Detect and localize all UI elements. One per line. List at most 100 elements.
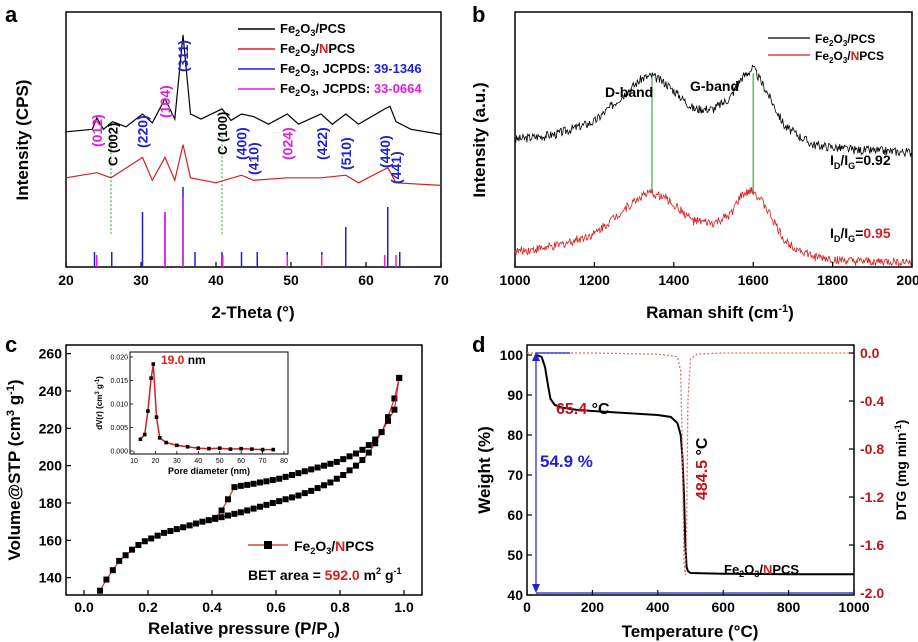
legend-label: Fe2O3, JCPDS: 33-0664 [280,81,422,98]
legend-label: Fe2O3/NPCS [280,41,355,58]
inset-point [142,432,147,437]
x-tick-label: 1400 [658,272,689,288]
x-ticks-c: 0.0 0.2 0.4 0.6 0.8 1.0 [74,590,414,615]
y-tick-label: 260 [39,346,63,362]
desorption-point [391,406,398,413]
desorption-point [250,480,257,487]
x-tick-label: 20 [58,272,74,288]
desorption-point [385,417,391,424]
y2-tick-label: -1.6 [860,537,884,553]
inset-point [228,447,233,451]
x-tick-label: 200 [581,599,605,615]
peak-label: (510) [338,137,354,170]
adsorption-point [269,500,276,506]
inset-x-tick-label: 70 [259,458,267,465]
inset-y-axis-label: dV(r) (cm3 g-1) [95,376,104,430]
x-ticks-b: 1000 1200 1400 1600 1800 2000 [499,262,918,288]
inset-y-tick-label: 0.010 [110,402,128,409]
adsorption-point [333,475,340,482]
reference-lines-a [93,187,401,267]
inset-x-axis-label: Pore diameter (nm) [168,466,250,476]
x-axis-label-a: 2-Theta (°) [211,303,294,322]
sample-label-d: Fe2O3/NPCS [724,562,799,579]
inset-point [271,447,276,452]
peak-label-group: (024) [279,127,295,160]
desorption-point [225,496,231,503]
peak-label-group: (440) [377,135,393,168]
peak-label: (422) [314,127,330,160]
desorption-point [269,477,276,484]
adsorption-point [346,467,353,474]
adsorption-point [103,576,110,583]
band-lines-b [651,73,754,194]
inset-x-tick-label: 10 [130,458,138,465]
peak-label-group: C (002) [106,123,121,166]
x-axis-label-b: Raman shift (cm-1) [646,303,794,322]
y2-ticks-d: 0.0 -0.4 -0.8 -1.2 -1.6 -2.0 [849,345,884,601]
peak-label: (024) [279,127,295,160]
y-tick-label: 70 [507,467,523,483]
inset-x-tick-label: 60 [237,458,245,465]
inset-x-tick-label: 40 [194,458,202,465]
y-axis-label-c: Volume@STP (cm3 g-1) [5,379,24,560]
inset-y-tick-label: 0.000 [110,449,128,456]
inset-x-tick-label: 20 [152,458,160,465]
legend-c: Fe2O3/NPCS [248,538,374,556]
legend-label-pcs: Fe2O3/PCS [815,32,875,48]
legend-label-npcs: Fe2O3/NPCS [815,49,884,65]
x-tick-label: 60 [358,272,374,288]
x-tick-label: 400 [646,599,670,615]
inset-point [185,444,190,449]
peak-label-group: (220) [135,115,151,148]
inset-x-tick-label: 30 [173,458,181,465]
inset-point [175,443,179,448]
desorption-point [372,436,379,443]
panel-letter-b: b [472,2,485,27]
adsorption-point [385,414,391,421]
weight-loss-arrow [532,352,854,594]
inset-point [207,446,211,451]
guide-lines-a [110,124,223,234]
adsorption-point [109,567,116,574]
inset-pore-distribution: 10 20 30 40 50 60 70 80 0.000 0.005 0.010 0.015 0.02… [95,351,289,476]
adsorption-point [365,449,372,456]
peak-label: (220) [135,115,151,148]
x-tick-label: 50 [283,272,299,288]
desorption-point [359,446,366,453]
x-axis-label-c: Relative pressure (P/Po) [148,619,340,641]
legend-label: Fe2O3/PCS [280,21,346,38]
peak-label-group: (422) [314,127,330,160]
x-tick-label: 1.0 [394,599,414,615]
y-tick-label: 60 [507,507,523,523]
desorption-point [244,481,251,488]
x-tick-label: 1200 [579,272,610,288]
legend-label-c: Fe2O3/NPCS [294,538,374,556]
peak-label: (104) [157,85,173,118]
y-tick-label: 90 [507,387,523,403]
adsorption-point [129,546,135,553]
xrd-pattern-pcs [65,34,442,135]
adsorption-point [141,538,148,545]
x-tick-label: 0.4 [202,599,222,615]
desorption-point [346,453,353,460]
inset-point [196,446,201,450]
adsorption-point [154,532,161,539]
xrd-pattern-npcs [65,144,442,186]
peak-labels-a: (012) C (002) (220)(104)(311)C (100) (400)(… [89,40,404,184]
adsorption-point [263,501,270,508]
legend-b: Fe2O3/PCS Fe2O3/NPCS [768,32,884,65]
desorption-point [212,514,219,521]
inset-point [151,362,156,366]
desorption-point [353,450,359,457]
adsorption-point [391,395,398,402]
x-tick-label: 0 [523,599,531,615]
peak-label-group: (410) [246,142,262,175]
plot-frame-b [514,11,913,268]
adsorption-point [186,522,193,529]
adsorption-point [205,517,212,524]
peak-label: (410) [246,142,262,175]
y2-tick-label: -2.0 [860,585,884,601]
x-tick-label: 1600 [738,272,769,288]
adsorption-point [353,462,359,469]
y2-tick-label: -0.4 [860,393,884,409]
